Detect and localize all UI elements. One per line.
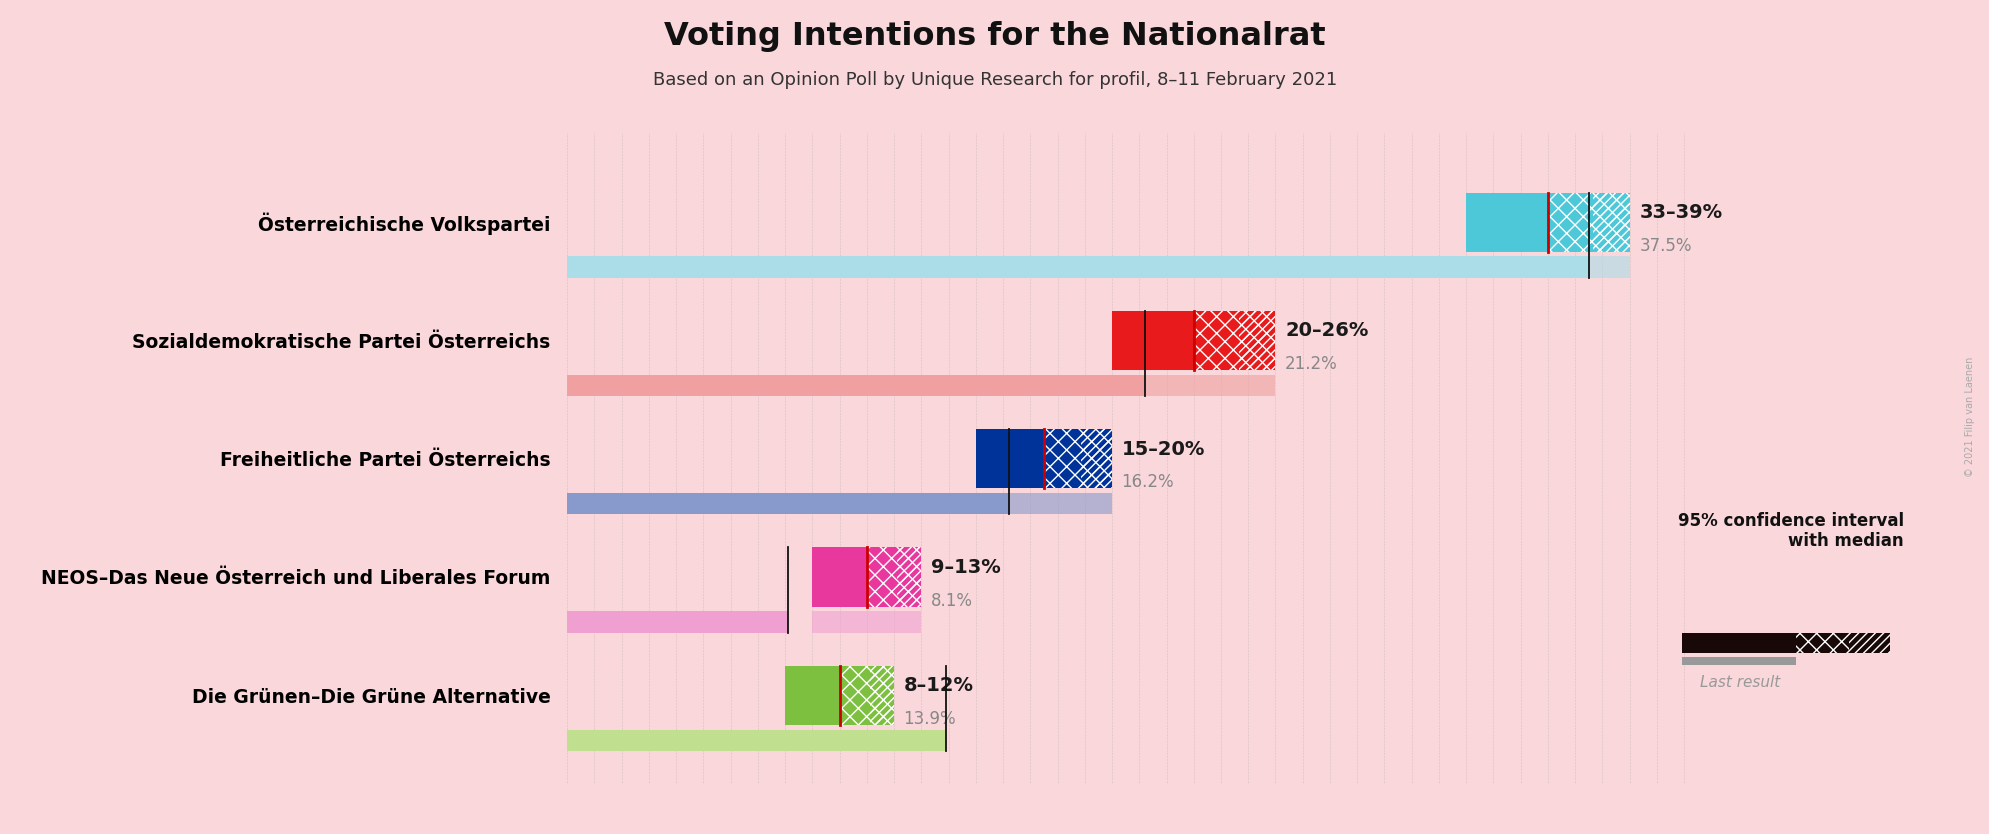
Bar <box>567 493 1008 515</box>
Bar <box>567 374 1144 396</box>
Bar <box>1112 311 1193 370</box>
Text: Voting Intentions for the Nationalrat: Voting Intentions for the Nationalrat <box>664 21 1325 52</box>
Bar <box>812 611 921 632</box>
Bar <box>1112 374 1275 396</box>
Bar <box>1591 193 1629 252</box>
Bar <box>867 547 921 606</box>
Bar <box>975 430 1044 488</box>
Bar <box>1681 633 1796 652</box>
Bar <box>786 730 893 751</box>
Bar <box>567 256 1587 278</box>
Text: 33–39%: 33–39% <box>1639 203 1720 222</box>
Text: 13.9%: 13.9% <box>903 710 957 728</box>
Bar <box>869 666 893 725</box>
Bar <box>786 666 839 725</box>
Bar <box>1193 311 1275 370</box>
Text: Based on an Opinion Poll by Unique Research for profil, 8–11 February 2021: Based on an Opinion Poll by Unique Resea… <box>652 71 1337 89</box>
Bar <box>1193 311 1275 370</box>
Text: 20–26%: 20–26% <box>1285 321 1368 340</box>
Bar <box>867 547 921 606</box>
Text: 9–13%: 9–13% <box>931 558 1000 577</box>
Text: 16.2%: 16.2% <box>1122 474 1174 491</box>
Text: Last result: Last result <box>1699 676 1780 691</box>
Text: 95% confidence interval
with median: 95% confidence interval with median <box>1677 511 1903 550</box>
Text: 8–12%: 8–12% <box>903 676 973 696</box>
Bar <box>1681 657 1796 665</box>
Text: 37.5%: 37.5% <box>1639 237 1691 255</box>
Bar <box>839 666 893 725</box>
Bar <box>1080 430 1112 488</box>
Bar <box>1547 193 1629 252</box>
Text: © 2021 Filip van Laenen: © 2021 Filip van Laenen <box>1963 357 1975 477</box>
Bar <box>567 730 945 751</box>
Bar <box>812 547 867 606</box>
Bar <box>839 666 893 725</box>
Bar <box>1237 311 1275 370</box>
Bar <box>1848 633 1890 652</box>
Bar <box>1466 256 1629 278</box>
Bar <box>1044 430 1112 488</box>
Bar <box>1044 430 1112 488</box>
Bar <box>975 493 1112 515</box>
Bar <box>1547 193 1629 252</box>
Bar <box>567 611 788 632</box>
Text: 21.2%: 21.2% <box>1285 355 1337 373</box>
Text: 8.1%: 8.1% <box>931 591 973 610</box>
Bar <box>1466 193 1547 252</box>
Text: 15–20%: 15–20% <box>1122 440 1203 459</box>
Bar <box>897 547 921 606</box>
Bar <box>1796 633 1848 652</box>
